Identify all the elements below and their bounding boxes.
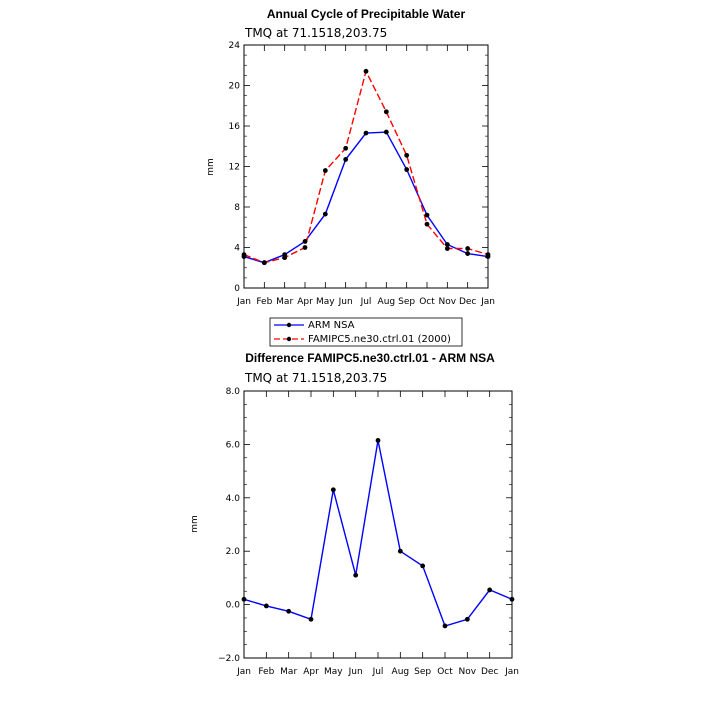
chart2-series-1-point: [420, 563, 426, 569]
chart1-xtick-label: Mar: [276, 297, 293, 307]
chart1-ytick-label: 0: [234, 284, 240, 294]
chart1-series-2-point: [282, 255, 288, 261]
chart1-series-1-point: [383, 129, 389, 135]
chart2-series-1-point: [464, 616, 470, 622]
chart1-series-1-point: [424, 212, 430, 218]
chart1-series-1-point: [444, 242, 450, 247]
chart2-ytick-label: 4.0: [226, 494, 241, 504]
chart2-xtick-label: Nov: [459, 667, 477, 677]
chart2-ytick-label: 2.0: [226, 547, 241, 557]
chart1-ytick-label: 24: [229, 41, 241, 51]
chart1-xtick-label: Feb: [256, 297, 272, 307]
chart1-series-2-point: [424, 221, 430, 227]
chart1-xtick-label: Jul: [360, 297, 372, 307]
chart1-plot-frame: [243, 44, 489, 289]
chart2-ytick-label: 8.0: [226, 387, 241, 397]
chart1-series-2-point: [485, 252, 491, 257]
chart1-series-2-point: [444, 246, 450, 251]
chart2-series-1-point: [353, 572, 359, 578]
chart1-series-1-point: [302, 239, 308, 244]
chart2-title: Difference FAMIPC5.ne30.ctrl.01 - ARM NS…: [245, 351, 495, 365]
chart1-ytick-label: 8: [234, 203, 240, 213]
chart1-series-2-point: [383, 109, 389, 115]
chart2-series-1-point: [487, 587, 493, 593]
chart2-xtick-label: Jan: [236, 667, 251, 677]
chart1-series-2-point: [404, 152, 410, 158]
chart2-ytick-label: 0.0: [226, 601, 241, 611]
legend-label-model: FAMIPC5.ne30.ctrl.01 (2000): [308, 334, 451, 345]
chart2-xtick-label: Mar: [280, 667, 297, 677]
chart1-ytick-label: 12: [229, 163, 240, 173]
legend-box: [269, 317, 463, 347]
chart2-ylabel: mm: [190, 515, 200, 533]
chart1-series-1-point: [404, 167, 410, 172]
chart1-xtick-label: Nov: [439, 297, 457, 307]
chart2-xtick-label: Oct: [437, 667, 453, 677]
chart1-series-2-point: [465, 246, 471, 251]
legend-label-arm: ARM NSA: [308, 320, 355, 331]
chart2-series-1-point: [308, 616, 314, 622]
chart1-series-2-point: [322, 168, 328, 173]
chart1-title: Annual Cycle of Precipitable Water: [267, 7, 466, 21]
chart2-series-1-point: [330, 487, 336, 493]
chart2-series-line-1: [243, 440, 513, 627]
chart2-xtick-label: Dec: [481, 667, 498, 677]
chart1-xtick-label: Oct: [419, 297, 435, 307]
chart2-series-1-point: [241, 596, 247, 602]
chart1-series-2-point: [261, 260, 267, 266]
chart1-series-line-1: [243, 131, 489, 264]
chart2-series-1-point: [263, 603, 269, 609]
chart2-ytick-label: −2.0: [218, 654, 240, 664]
chart1-ytick-label: 16: [229, 122, 241, 132]
chart2-xtick-label: Apr: [303, 667, 319, 677]
chart2-series-1-point: [286, 608, 292, 614]
chart1-xtick-label: Aug: [378, 297, 396, 307]
legend-marker-model: [286, 336, 292, 342]
chart2-plot-frame: [243, 390, 513, 659]
legend-marker-arm: [286, 322, 292, 328]
chart2-xtick-label: Jan: [504, 667, 519, 677]
chart1-legend: ARM NSA FAMIPC5.ne30.ctrl.01 (2000): [269, 317, 463, 347]
chart2-series-1-point: [375, 437, 381, 443]
chart2-xtick-label: Jun: [348, 667, 363, 677]
chart2-xtick-label: Jul: [372, 667, 384, 677]
chart2-series-1-point: [442, 623, 448, 629]
chart1-xtick-label: Jun: [338, 297, 353, 307]
chart2-xtick-label: Feb: [258, 667, 274, 677]
chart1-ytick-label: 4: [234, 244, 240, 254]
chart2-series-1-point: [397, 548, 403, 554]
chart2-ytick-label: 6.0: [226, 440, 241, 450]
chart1-series-line-2: [243, 69, 489, 264]
chart1-series-2-point: [363, 68, 369, 74]
chart1-ylabel: mm: [206, 158, 216, 176]
chart1-series-1-point: [322, 211, 328, 217]
chart1-xtick-label: Jan: [236, 297, 251, 307]
chart1-xtick-label: Dec: [459, 297, 476, 307]
chart1-xtick-label: Jan: [480, 297, 495, 307]
chart1-xtick-label: May: [316, 297, 335, 307]
chart1-series-2-point: [241, 252, 247, 257]
chart1-subtitle: TMQ at 71.1518,203.75: [244, 26, 387, 40]
chart1-series-1-point: [465, 251, 471, 256]
chart1-series-2-point: [302, 245, 308, 250]
chart2-series-1-point: [509, 596, 515, 602]
chart1-ytick-label: 20: [229, 82, 241, 92]
chart2-xtick-label: May: [324, 667, 343, 677]
chart2-xtick-label: Sep: [414, 667, 431, 677]
chart1-xtick-label: Sep: [398, 297, 415, 307]
chart2-xtick-label: Aug: [392, 667, 410, 677]
chart1-series-1-point: [343, 157, 349, 162]
chart2-subtitle: TMQ at 71.1518,203.75: [244, 371, 387, 385]
chart1-series-1-point: [363, 130, 369, 136]
chart1-series-2-point: [343, 145, 349, 151]
chart1-xtick-label: Apr: [297, 297, 313, 307]
